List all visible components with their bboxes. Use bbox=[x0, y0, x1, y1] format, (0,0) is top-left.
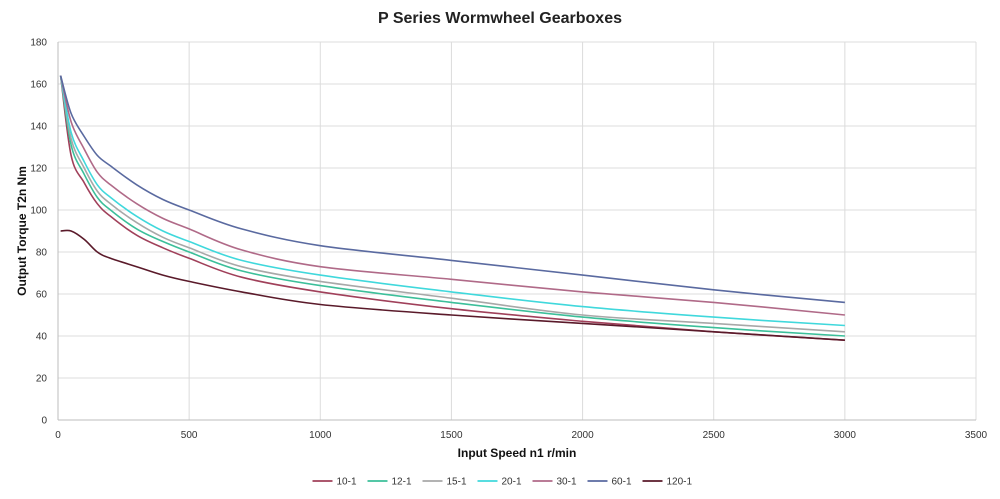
x-tick-label: 3000 bbox=[834, 430, 857, 441]
y-tick-label: 160 bbox=[30, 80, 47, 91]
y-tick-label: 60 bbox=[36, 290, 48, 301]
x-tick-label: 500 bbox=[181, 430, 198, 441]
y-tick-label: 80 bbox=[36, 248, 48, 259]
y-tick-label: 0 bbox=[41, 416, 47, 427]
series-line-10-1 bbox=[59, 75, 845, 341]
y-tick-labels: 0 20 40 60 80 100 120 140 160 180 bbox=[30, 38, 47, 427]
legend-label: 10-1 bbox=[337, 477, 357, 488]
legend-label: 30-1 bbox=[557, 477, 577, 488]
x-tick-labels: 0 500 1000 1500 2000 2500 3000 3500 bbox=[55, 430, 987, 441]
series-lines bbox=[59, 75, 845, 341]
series-line-60-1 bbox=[59, 75, 845, 304]
series-line-12-1 bbox=[59, 75, 845, 337]
legend-item-15-1: 15-1 bbox=[422, 477, 467, 488]
y-tick-label: 20 bbox=[36, 374, 48, 385]
y-tick-label: 40 bbox=[36, 332, 48, 343]
series-line-120-1 bbox=[60, 229, 845, 341]
legend-label: 12-1 bbox=[392, 477, 412, 488]
x-tick-label: 1500 bbox=[440, 430, 463, 441]
chart-title: P Series Wormwheel Gearboxes bbox=[378, 10, 622, 27]
legend: 10-1 12-1 15-1 20-1 30-1 60-1 120-1 bbox=[312, 477, 693, 488]
x-tick-label: 1000 bbox=[309, 430, 332, 441]
legend-label: 120-1 bbox=[667, 477, 693, 488]
axes bbox=[57, 42, 976, 421]
series-line-15-1 bbox=[59, 75, 845, 333]
series-line-20-1 bbox=[59, 75, 845, 327]
gridlines bbox=[58, 41, 977, 420]
legend-item-10-1: 10-1 bbox=[312, 477, 357, 488]
legend-item-12-1: 12-1 bbox=[367, 477, 412, 488]
legend-item-60-1: 60-1 bbox=[587, 477, 632, 488]
x-tick-label: 0 bbox=[55, 430, 61, 441]
y-tick-label: 140 bbox=[30, 122, 47, 133]
legend-label: 60-1 bbox=[612, 477, 632, 488]
legend-label: 20-1 bbox=[502, 477, 522, 488]
legend-item-20-1: 20-1 bbox=[477, 477, 522, 488]
x-tick-label: 3500 bbox=[965, 430, 988, 441]
x-axis-label: Input Speed n1 r/min bbox=[458, 446, 577, 460]
y-axis-label: Output Torque T2n Nm bbox=[15, 166, 29, 296]
legend-label: 15-1 bbox=[447, 477, 467, 488]
series-line-30-1 bbox=[59, 75, 845, 316]
legend-item-120-1: 120-1 bbox=[642, 477, 693, 488]
y-tick-label: 100 bbox=[30, 206, 47, 217]
x-tick-label: 2000 bbox=[571, 430, 594, 441]
legend-item-30-1: 30-1 bbox=[532, 477, 577, 488]
x-tick-label: 2500 bbox=[703, 430, 726, 441]
y-tick-label: 180 bbox=[30, 38, 47, 49]
y-tick-label: 120 bbox=[30, 164, 47, 175]
